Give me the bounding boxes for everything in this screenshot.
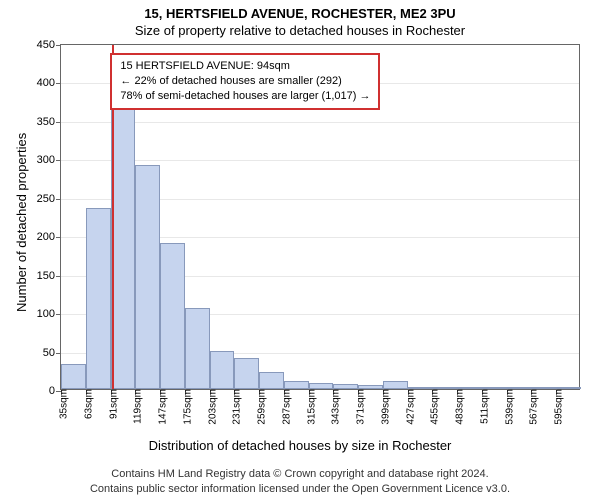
x-tick-label: 399sqm [374,389,391,425]
x-tick-label: 483sqm [449,389,466,425]
attribution-footer: Contains HM Land Registry data © Crown c… [0,467,600,496]
histogram-bar [111,105,136,389]
x-tick-label: 119sqm [127,389,144,424]
y-tick-mark [56,122,61,123]
property-info-box: 15 HERTSFIELD AVENUE: 94sqm ← 22% of det… [110,53,380,110]
x-tick-label: 343sqm [325,389,342,425]
x-tick-label: 511sqm [473,389,490,424]
info-line-3: 78% of semi-detached houses are larger (… [120,89,370,104]
histogram-bar [234,358,259,389]
x-axis-label: Distribution of detached houses by size … [0,438,600,453]
histogram-bar [284,381,309,389]
footer-line-1: Contains HM Land Registry data © Crown c… [0,467,600,481]
info-line-1: 15 HERTSFIELD AVENUE: 94sqm [120,59,370,74]
y-tick-mark [56,276,61,277]
x-tick-label: 539sqm [498,389,515,425]
x-tick-label: 595sqm [548,389,565,425]
gridline [61,122,579,123]
y-tick-mark [56,353,61,354]
page-title: 15, HERTSFIELD AVENUE, ROCHESTER, ME2 3P… [0,0,600,21]
footer-line-2: Contains public sector information licen… [0,482,600,496]
x-tick-label: 91sqm [102,389,119,419]
x-tick-label: 231sqm [226,389,243,425]
y-tick-mark [56,237,61,238]
y-tick-mark [56,83,61,84]
y-tick-mark [56,314,61,315]
y-tick-mark [56,45,61,46]
x-tick-label: 203sqm [201,389,218,425]
histogram-bar [61,364,86,389]
x-tick-label: 63sqm [77,389,94,419]
x-tick-label: 455sqm [424,389,441,425]
x-tick-label: 259sqm [251,389,268,425]
histogram-bar [383,381,408,389]
histogram-bar [210,351,235,389]
x-tick-label: 315sqm [300,389,317,425]
x-tick-label: 371sqm [350,389,367,425]
y-axis-label: Number of detached properties [14,133,29,312]
x-tick-label: 567sqm [523,389,540,425]
histogram-bar [259,372,284,389]
x-tick-label: 35sqm [53,389,70,419]
info-line-2: ← 22% of detached houses are smaller (29… [120,74,370,89]
x-tick-label: 427sqm [399,389,416,425]
y-tick-mark [56,160,61,161]
x-tick-label: 147sqm [152,389,169,425]
histogram-bar [135,165,160,390]
histogram-bar [160,243,185,389]
histogram-bar [86,208,111,389]
y-tick-mark [56,199,61,200]
x-tick-label: 175sqm [176,389,193,425]
histogram-bar [185,308,210,389]
page-subtitle: Size of property relative to detached ho… [0,21,600,38]
x-tick-label: 287sqm [275,389,292,425]
histogram-chart: 05010015020025030035040045035sqm63sqm91s… [60,44,580,390]
gridline [61,160,579,161]
